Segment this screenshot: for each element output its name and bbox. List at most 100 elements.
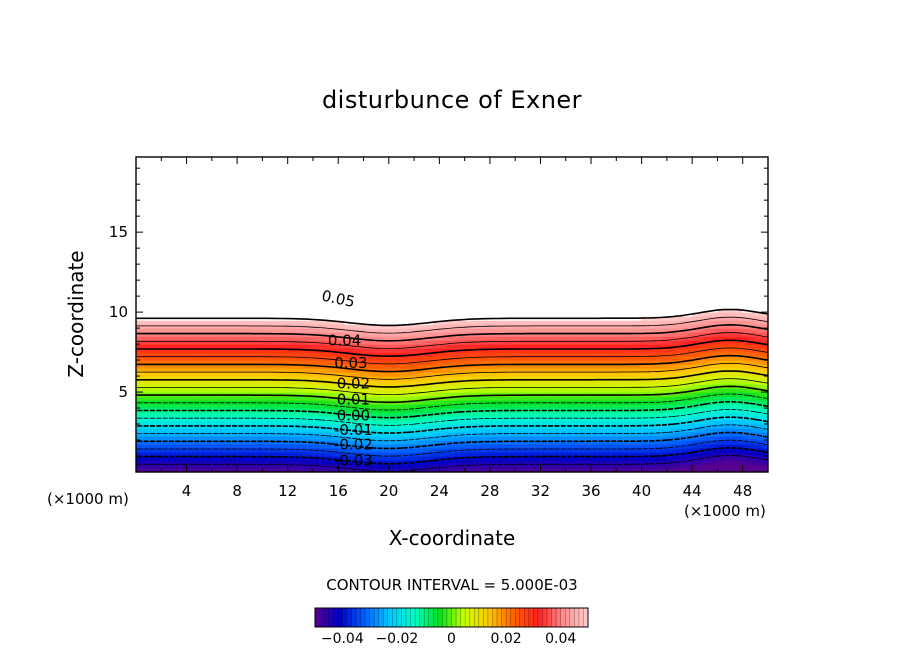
colorbar-swatch — [574, 608, 580, 627]
colorbar-swatch — [519, 608, 525, 627]
x-tick-label: 4 — [182, 482, 192, 500]
colorbar-swatch — [428, 608, 434, 627]
y-tick-label: 5 — [118, 383, 128, 401]
contour-line — [136, 400, 768, 419]
colorbar-swatch — [333, 608, 339, 627]
colorbar-swatch — [392, 608, 398, 627]
contour-label: -0.01 — [334, 421, 373, 439]
colorbar-swatch — [533, 608, 539, 627]
colorbar-swatch — [515, 608, 521, 627]
colorbar-swatch — [551, 608, 557, 627]
colorbar-swatch — [506, 608, 512, 627]
colorbar-swatch — [324, 608, 330, 627]
colorbar-swatch — [337, 608, 343, 627]
colorbar-swatch — [415, 608, 421, 627]
x-tick-label: 36 — [581, 482, 600, 500]
colorbar-swatch — [524, 608, 530, 627]
contour-label: 0.00 — [337, 407, 370, 425]
colorbar-tick-label: 0.04 — [545, 631, 576, 647]
colorbar-tick-label: 0 — [447, 631, 456, 647]
colorbar-tick-label: −0.04 — [321, 631, 364, 647]
colorbar-swatch — [583, 608, 589, 627]
contour-line — [136, 447, 768, 465]
field-cells — [136, 157, 768, 472]
colorbar-swatch — [383, 608, 389, 627]
colorbar-swatch — [478, 608, 484, 627]
contour-line — [136, 431, 768, 450]
colorbar-swatch — [378, 608, 384, 627]
colorbar-swatch — [460, 608, 466, 627]
colorbar-swatch — [492, 608, 498, 627]
colorbar-swatch — [342, 608, 348, 627]
contour-label: 0.02 — [337, 375, 370, 393]
colorbar-swatch — [437, 608, 443, 627]
colorbar-swatch — [528, 608, 534, 627]
contour-line — [136, 439, 768, 457]
contour-line — [136, 332, 768, 349]
colorbar-swatch — [560, 608, 566, 627]
contour-label: 0.01 — [337, 391, 370, 409]
colorbar-swatch — [355, 608, 361, 627]
x-tick-label: 32 — [531, 482, 550, 500]
colorbar-swatch — [451, 608, 457, 627]
colorbar-swatch — [569, 608, 575, 627]
contour-line — [136, 324, 768, 342]
contour-line — [136, 393, 768, 411]
colorbar-swatch — [483, 608, 489, 627]
colorbar-swatch — [487, 608, 493, 627]
colorbar: −0.04 −0.02 0 0.02 0.04 — [314, 607, 589, 647]
colorbar-swatch — [315, 608, 320, 627]
colorbar-swatch — [456, 608, 461, 627]
colorbar-swatch — [474, 608, 480, 627]
colorbar-swatch — [396, 608, 402, 627]
contour-line — [136, 409, 768, 426]
colorbar-swatch — [510, 608, 516, 627]
colorbar-swatch — [469, 608, 475, 627]
x-unit-label: (×1000 m) — [684, 502, 766, 520]
colorbar-swatch — [365, 608, 370, 627]
contour-line — [136, 378, 768, 395]
contour-line — [136, 316, 768, 334]
colorbar-swatch — [387, 608, 393, 627]
colorbar-swatch — [424, 608, 430, 627]
x-tick-label: 20 — [379, 482, 398, 500]
colorbar-swatch — [406, 608, 411, 627]
colorbar-swatch — [328, 608, 334, 627]
contour-labels: 0.050.040.030.020.010.00-0.01-0.02-0.03 — [320, 287, 373, 470]
colorbar-swatch — [497, 608, 502, 627]
x-tick-label: 12 — [278, 482, 297, 500]
contour-line — [136, 385, 768, 404]
x-tick-label: 8 — [232, 482, 242, 500]
colorbar-swatch — [578, 608, 584, 627]
x-tick-label: 40 — [632, 482, 651, 500]
colorbar-swatch — [547, 608, 552, 627]
colorbar-swatch — [410, 608, 416, 627]
colorbar-frame — [314, 607, 589, 628]
colorbar-swatch — [465, 608, 471, 627]
colorbar-swatch — [369, 608, 375, 627]
colorbar-swatch — [542, 608, 548, 627]
x-tick-label: 44 — [683, 482, 702, 500]
contour-line — [136, 416, 768, 434]
contour-line — [136, 308, 768, 327]
colorbar-swatch — [374, 608, 380, 627]
y-axis-label: Z-coordinate — [64, 250, 88, 378]
contour-line — [136, 362, 768, 380]
contour-line — [136, 424, 768, 442]
colorbar-swatch — [556, 608, 562, 627]
plot-frame — [135, 156, 769, 473]
contour-label: -0.02 — [334, 435, 373, 453]
y-tick-label: 10 — [109, 303, 128, 321]
contour-line — [136, 347, 768, 365]
colorbar-swatch — [360, 608, 366, 627]
contour-lines — [136, 308, 768, 472]
y-tick-label: 15 — [109, 223, 128, 241]
x-tick-label: 28 — [480, 482, 499, 500]
colorbar-tick-label: −0.02 — [375, 631, 418, 647]
colorbar-swatch — [319, 608, 325, 627]
colorbar-swatch — [565, 608, 571, 627]
colorbar-tick-label: 0.02 — [491, 631, 522, 647]
x-tick-label: 16 — [329, 482, 348, 500]
colorbar-swatch — [419, 608, 425, 627]
